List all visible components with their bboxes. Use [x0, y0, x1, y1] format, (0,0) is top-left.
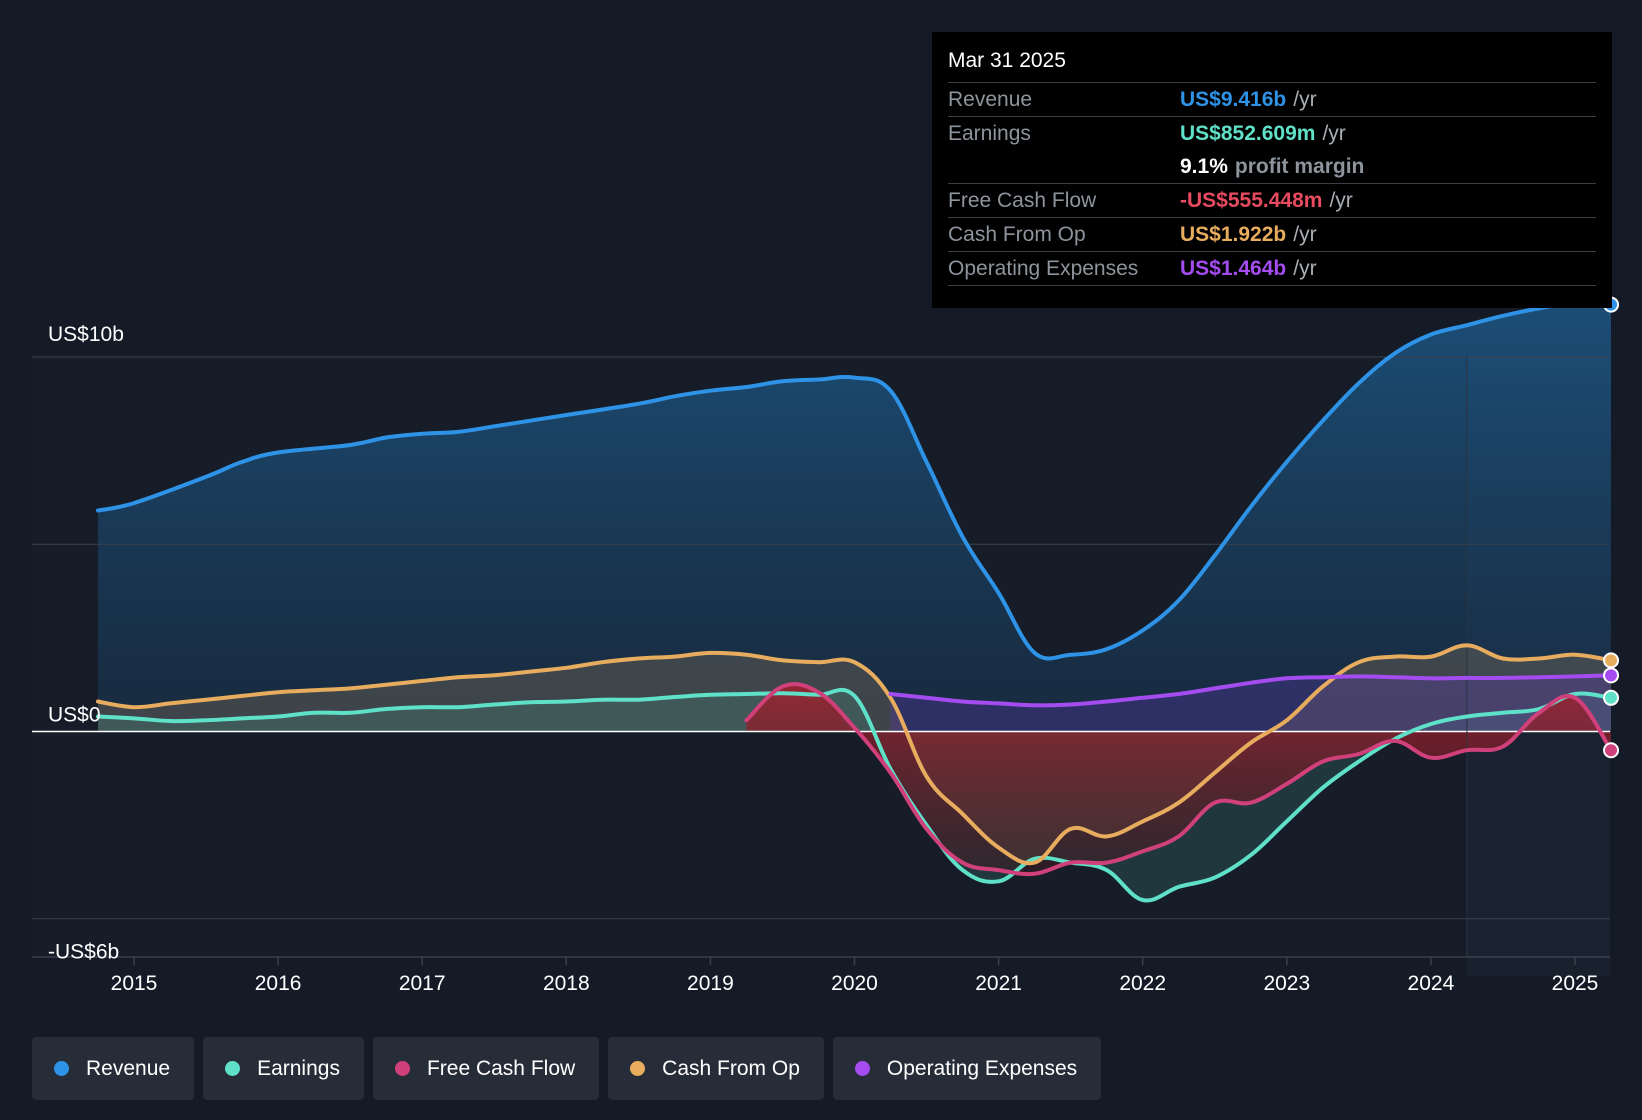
- legend-label: Cash From Op: [662, 1056, 800, 1080]
- x-tick-label: 2024: [1408, 972, 1455, 995]
- tooltip-unit: profit margin: [1234, 154, 1365, 178]
- tooltip-row-cfo: Cash From Op US$1.922b /yr: [948, 217, 1596, 251]
- tooltip-value: US$1.464b: [1180, 256, 1287, 280]
- tooltip-value: 9.1%: [1180, 154, 1228, 178]
- legend-dot-icon: [225, 1061, 241, 1076]
- tooltip-row-earnings: Earnings US$852.609m /yr: [948, 116, 1596, 150]
- operating-expenses-area: [890, 675, 1611, 732]
- tooltip-unit: /yr: [1293, 256, 1317, 280]
- legend-dot-icon: [394, 1061, 410, 1076]
- cash-from-op-area: [98, 645, 1611, 864]
- tooltip-unit: /yr: [1322, 121, 1346, 145]
- legend-item-earnings[interactable]: Earnings: [203, 1037, 364, 1100]
- x-tick-label: 2023: [1263, 972, 1310, 995]
- tooltip-value: US$852.609m: [1180, 121, 1316, 145]
- legend: Revenue Earnings Free Cash Flow Cash Fro…: [32, 1037, 1102, 1100]
- tooltip-value: US$1.922b: [1180, 222, 1287, 246]
- legend-label: Revenue: [86, 1056, 171, 1080]
- cash-from-op-line: [96, 643, 1613, 866]
- legend-item-cash-from-op[interactable]: Cash From Op: [608, 1037, 824, 1100]
- legend-item-operating-expenses[interactable]: Operating Expenses: [832, 1037, 1102, 1100]
- tooltip-unit: /yr: [1329, 188, 1353, 212]
- free-cash-flow-line: [744, 682, 1613, 877]
- gridlines: [32, 356, 1610, 957]
- end-markers: [1603, 296, 1620, 759]
- legend-label: Operating Expenses: [886, 1056, 1078, 1080]
- tooltip-label: Free Cash Flow: [948, 188, 1097, 212]
- free-cash-flow-end-marker: [1603, 742, 1620, 759]
- revenue-area: [98, 302, 1611, 732]
- series-lines: [96, 300, 1613, 903]
- tooltip-label: Earnings: [948, 121, 1031, 145]
- operating-expenses-end-marker: [1603, 667, 1620, 684]
- x-tick-label: 2021: [975, 972, 1022, 995]
- legend-dot-icon: [630, 1061, 646, 1076]
- tooltip-row-margin: 9.1% profit margin: [948, 150, 1596, 183]
- tooltip-unit: /yr: [1293, 222, 1317, 246]
- y-axis-label: -US$6b: [48, 941, 119, 964]
- tooltip-label: Revenue: [948, 87, 1033, 111]
- tooltip-date: Mar 31 2025: [948, 49, 1066, 72]
- tooltip-value: US$9.416b: [1180, 87, 1287, 111]
- earnings-line: [96, 687, 1613, 903]
- legend-dot-icon: [854, 1061, 870, 1076]
- cash-from-op-end-marker: [1603, 652, 1620, 669]
- legend-label: Free Cash Flow: [426, 1056, 576, 1080]
- tooltip-panel: Mar 31 2025 Revenue US$9.416b /yr Earnin…: [932, 32, 1612, 308]
- legend-label: Earnings: [257, 1056, 340, 1080]
- earnings-end-marker: [1603, 689, 1620, 706]
- x-tick-label: 2016: [255, 972, 302, 995]
- operating-expenses-line: [888, 673, 1613, 708]
- revenue-line: [96, 300, 1613, 661]
- x-tick-label: 2019: [687, 972, 734, 995]
- tooltip-value: -US$555.448m: [1180, 188, 1323, 212]
- x-tick-label: 2015: [111, 972, 158, 995]
- y-axis-label: US$10b: [48, 323, 124, 346]
- legend-item-revenue[interactable]: Revenue: [32, 1037, 195, 1100]
- axes: US$10b US$0 -US$6b 2015 2016 2017 2018 2019 2020…: [32, 323, 1610, 995]
- legend-item-free-cash-flow[interactable]: Free Cash Flow: [372, 1037, 600, 1100]
- y-axis-label: US$0: [48, 704, 101, 727]
- tooltip-row-fcf: Free Cash Flow -US$555.448m /yr: [948, 183, 1596, 217]
- legend-dot-icon: [54, 1061, 69, 1076]
- tooltip-row-opex: Operating Expenses US$1.464b /yr: [948, 251, 1596, 286]
- x-tick-label: 2025: [1552, 972, 1599, 995]
- x-tick-label: 2017: [399, 972, 446, 995]
- tooltip-unit: /yr: [1293, 87, 1317, 111]
- x-tick-label: 2018: [543, 972, 590, 995]
- tooltip-row-revenue: Revenue US$9.416b /yr: [948, 82, 1596, 116]
- x-tick-label: 2022: [1119, 972, 1166, 995]
- area-fills: [32, 302, 1611, 977]
- tooltip-label: Cash From Op: [948, 222, 1086, 246]
- tooltip-label: Operating Expenses: [948, 256, 1139, 280]
- x-tick-label: 2020: [831, 972, 878, 995]
